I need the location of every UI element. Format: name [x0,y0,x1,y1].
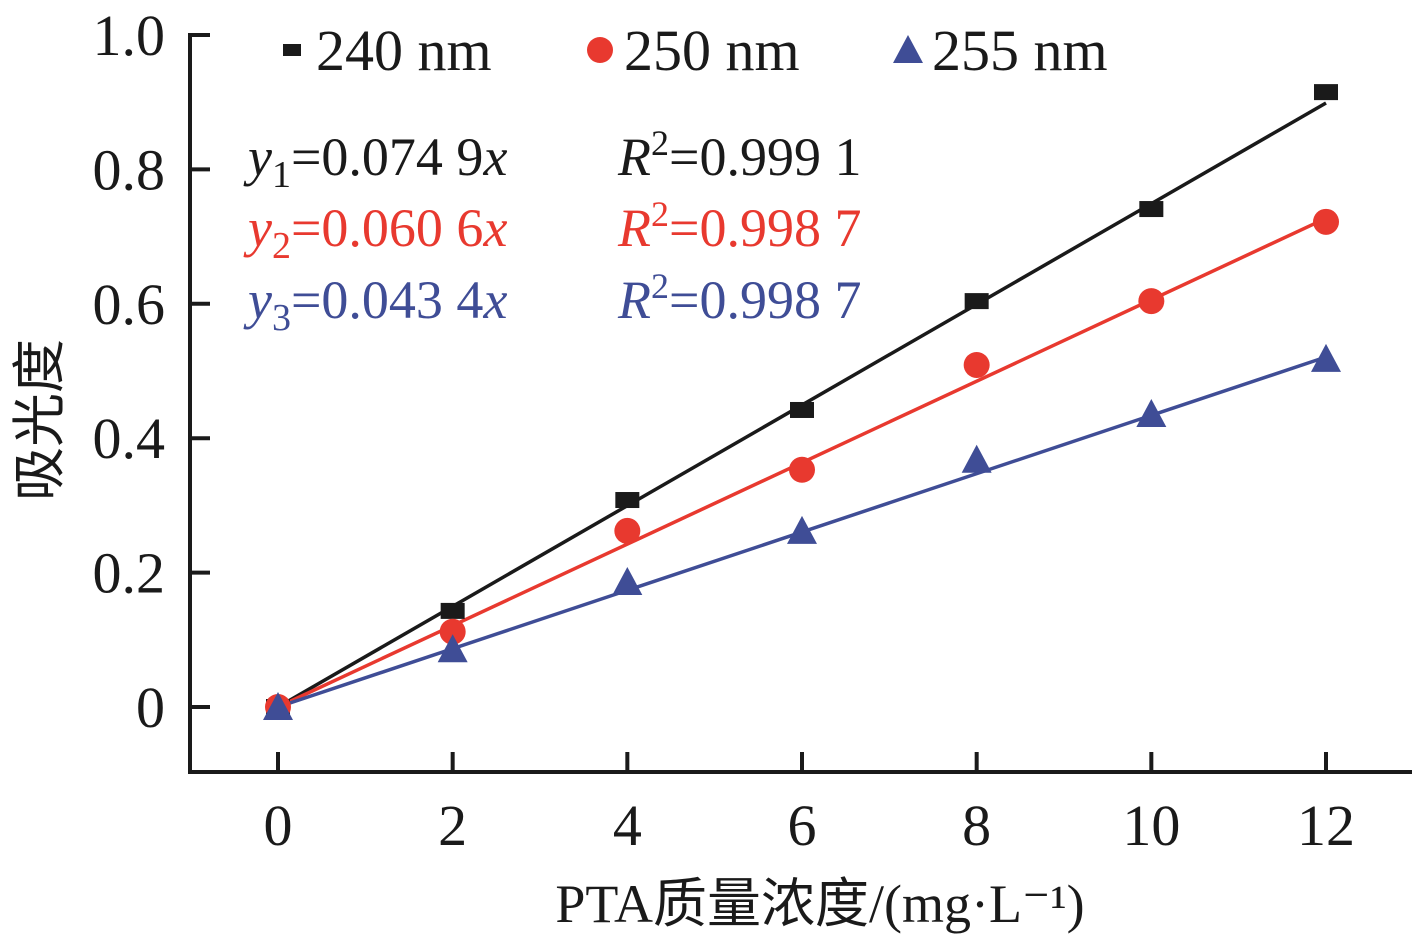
x-ticks: 0 2 4 6 8 10 12 [264,752,1355,858]
y-axis-title: 吸光度 [10,339,70,501]
y-tick-label: 0.2 [93,541,166,606]
r-squared-text: R2=0.998 7 [617,266,861,330]
markers [263,84,1341,720]
x-tick-label: 12 [1297,793,1355,858]
x-axis-title: PTA质量浓度/(mg·L⁻¹) [555,874,1084,934]
equation-text: y3=0.043 4x [243,270,507,339]
data-point-240-nm [1139,201,1164,218]
fit-equation: y3=0.043 4x R2=0.998 7 [243,266,861,339]
data-point-255-nm [263,692,293,720]
fit-equation: y2=0.060 6x R2=0.998 7 [243,194,861,267]
equations: y1=0.074 9x R2=0.999 1 y2=0.060 6x R2=0.998… [243,123,861,339]
fit-equation: y1=0.074 9x R2=0.999 1 [243,123,861,196]
y-ticks: 0 0.2 0.4 0.6 0.8 1.0 [93,3,210,740]
legend-label: 250 nm [624,18,800,83]
data-point-240-nm [615,492,640,509]
legend-marker-circle [587,37,613,63]
x-tick-label: 4 [613,793,642,858]
data-point-250-nm [614,517,641,544]
data-point-240-nm [1314,84,1338,101]
data-point-255-nm [1136,399,1167,428]
data-point-255-nm [437,634,468,663]
r-squared-text: R2=0.999 1 [617,123,861,187]
legend-label: 255 nm [932,18,1108,83]
data-point-250-nm [439,618,466,645]
legend-item: 255 nm [893,18,1108,83]
y-tick-label: 1.0 [93,3,166,68]
data-point-255-nm [787,515,817,544]
r-squared-text: R2=0.998 7 [617,194,861,258]
data-point-250-nm [963,351,990,378]
legend-marker-triangle [893,35,923,63]
y-tick-label: 0 [136,675,165,740]
data-point-255-nm [612,567,643,596]
legend-label: 240 nm [316,18,492,83]
data-point-250-nm [1138,288,1165,315]
x-tick-label: 6 [788,793,817,858]
equation-text: y1=0.074 9x [243,127,507,196]
data-point-240-nm [964,293,989,310]
data-point-240-nm [440,602,465,619]
data-point-240-nm [790,401,814,418]
legend-marker-square [283,44,301,56]
legend: 240 nm 250 nm 255 nm [283,18,1108,83]
data-point-255-nm [1311,343,1341,372]
equation-text: y2=0.060 6x [243,198,507,267]
data-point-250-nm [789,456,815,483]
x-tick-label: 0 [264,793,293,858]
data-point-255-nm [961,444,992,473]
y-tick-label: 0.6 [93,272,166,337]
x-tick-label: 10 [1122,793,1180,858]
y-tick-label: 0.4 [93,406,166,471]
y-tick-label: 0.8 [93,137,166,202]
axes: 0 0.2 0.4 0.6 0.8 1.0 0 2 4 6 8 10 12 [93,3,1412,858]
x-tick-label: 2 [438,793,467,858]
legend-item: 250 nm [587,18,800,83]
data-point-250-nm [1313,208,1339,235]
x-tick-label: 8 [962,793,991,858]
legend-item: 240 nm [283,18,492,83]
